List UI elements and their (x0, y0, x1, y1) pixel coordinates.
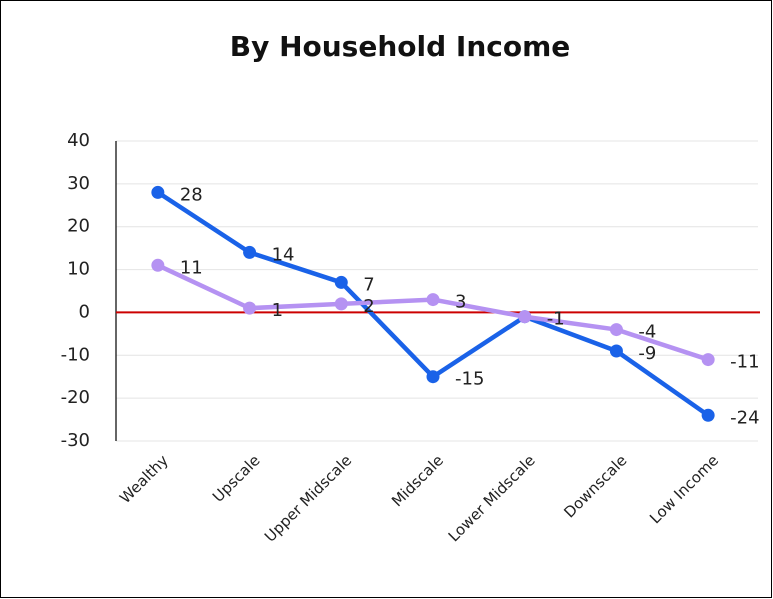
data-point (426, 370, 440, 384)
y-tick-label: -30 (61, 430, 90, 451)
data-point (243, 245, 257, 259)
y-tick-label: -10 (61, 344, 90, 365)
data-point (151, 185, 165, 199)
data-label: -11 (730, 352, 759, 373)
y-tick-label: 30 (67, 173, 90, 194)
y-tick-label: 0 (79, 301, 90, 322)
data-point (334, 275, 348, 289)
data-label: -9 (638, 343, 656, 364)
data-label: -24 (730, 407, 759, 428)
data-label: 3 (455, 292, 466, 313)
data-label: 11 (180, 257, 203, 278)
data-point (701, 353, 715, 367)
y-tick-label: 40 (67, 130, 90, 151)
data-point (609, 344, 623, 358)
data-label: 1 (272, 300, 283, 321)
data-point (151, 258, 165, 272)
data-label: 28 (180, 184, 203, 205)
data-label: -4 (638, 322, 656, 343)
y-tick-label: 20 (67, 216, 90, 237)
data-label: 2 (363, 296, 374, 317)
chart-title: By Household Income (230, 30, 571, 63)
data-label: -1 (547, 309, 565, 330)
data-point (426, 293, 440, 307)
data-point (334, 297, 348, 311)
y-tick-label: 10 (67, 259, 90, 280)
data-label: 14 (272, 244, 295, 265)
data-label: -15 (455, 369, 484, 390)
data-label: 7 (363, 274, 374, 295)
data-point (609, 323, 623, 337)
data-point (518, 310, 532, 324)
data-point (243, 301, 257, 315)
y-tick-label: -20 (61, 387, 90, 408)
data-point (701, 408, 715, 422)
